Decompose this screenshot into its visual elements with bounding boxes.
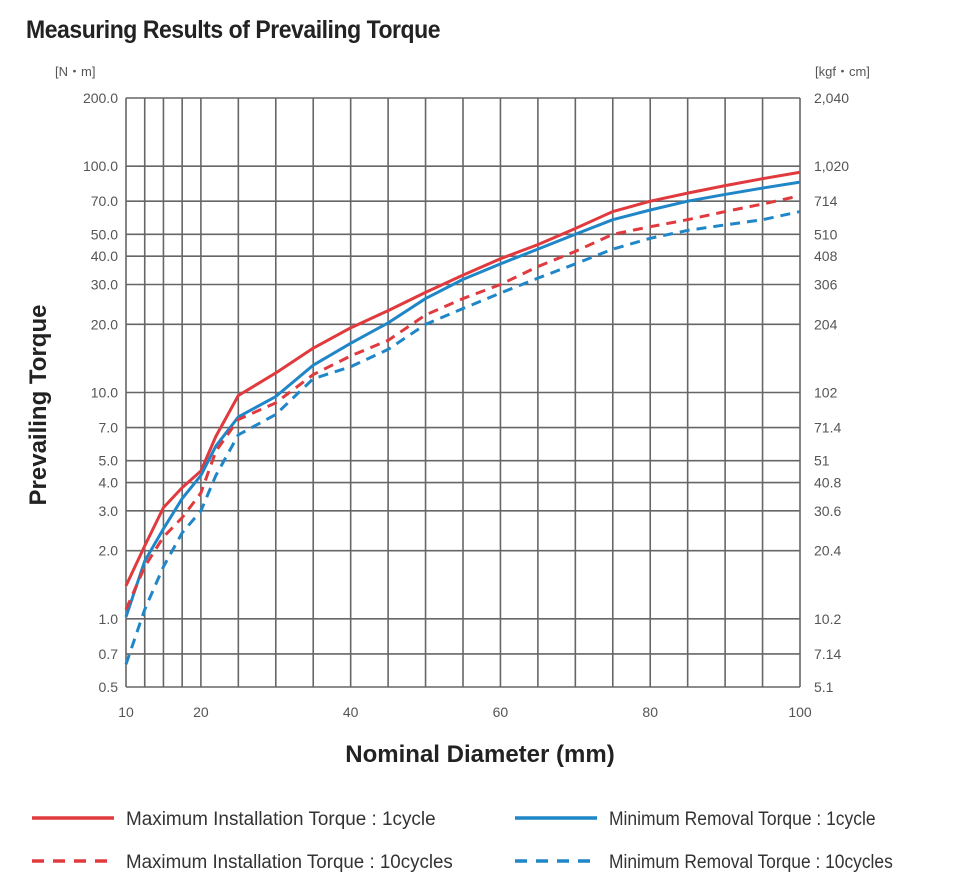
y-tick-label-right: 510 bbox=[814, 226, 838, 242]
y-tick-label-right: 408 bbox=[814, 248, 838, 264]
y-tick-label-right: 1,020 bbox=[814, 158, 849, 174]
y-tick-label-left: 0.5 bbox=[99, 679, 119, 695]
y-tick-label-right: 30.6 bbox=[814, 503, 841, 519]
y-tick-label-left: 7.0 bbox=[99, 420, 119, 436]
y-tick-label-left: 5.0 bbox=[99, 453, 119, 469]
y-tick-label-right: 306 bbox=[814, 276, 838, 292]
y-tick-label-left: 1.0 bbox=[99, 611, 119, 627]
x-tick-label: 60 bbox=[493, 704, 509, 720]
y-tick-label-left: 4.0 bbox=[99, 475, 119, 491]
y-tick-label-left: 40.0 bbox=[91, 248, 118, 264]
y-tick-label-left: 10.0 bbox=[91, 385, 118, 401]
legend-label: Minimum Removal Torque : 10cycles bbox=[609, 852, 893, 873]
y-tick-label-left: 100.0 bbox=[83, 158, 118, 174]
y-tick-label-right: 5.1 bbox=[814, 679, 834, 695]
y-tick-label-left: 70.0 bbox=[91, 193, 118, 209]
left-unit-label: [N・m] bbox=[55, 64, 95, 79]
y-tick-label-left: 0.7 bbox=[99, 646, 119, 662]
y-tick-label-left: 3.0 bbox=[99, 503, 119, 519]
y-tick-label-left: 50.0 bbox=[91, 226, 118, 242]
y-tick-label-left: 200.0 bbox=[83, 90, 118, 106]
y-tick-label-right: 2,040 bbox=[814, 90, 849, 106]
x-tick-label: 40 bbox=[343, 704, 359, 720]
y-tick-label-left: 20.0 bbox=[91, 316, 118, 332]
y-tick-label-right: 102 bbox=[814, 385, 838, 401]
legend-label: Maximum Installation Torque : 10cycles bbox=[126, 852, 453, 873]
right-unit-label: [kgf・cm] bbox=[815, 64, 870, 79]
series-line-2 bbox=[124, 194, 801, 611]
x-axis-label: Nominal Diameter (mm) bbox=[345, 741, 614, 768]
y-tick-label-right: 204 bbox=[814, 316, 838, 332]
y-tick-label-right: 10.2 bbox=[814, 611, 841, 627]
y-axis-label: Prevailing Torque bbox=[25, 305, 52, 506]
series-line-0 bbox=[124, 170, 801, 587]
chart-title: Measuring Results of Prevailing Torque bbox=[26, 16, 441, 44]
y-tick-label-right: 20.4 bbox=[814, 543, 841, 559]
y-tick-label-right: 7.14 bbox=[814, 646, 841, 662]
legend-label: Minimum Removal Torque : 1cycle bbox=[609, 809, 876, 830]
y-tick-label-right: 51 bbox=[814, 453, 830, 469]
y-tick-label-left: 30.0 bbox=[91, 276, 118, 292]
y-tick-label-right: 40.8 bbox=[814, 475, 841, 491]
series-line-3 bbox=[124, 210, 801, 665]
x-tick-label: 100 bbox=[788, 704, 812, 720]
x-tick-label: 80 bbox=[642, 704, 658, 720]
x-tick-label: 20 bbox=[193, 704, 209, 720]
series-line-1 bbox=[124, 180, 801, 618]
legend-label: Maximum Installation Torque : 1cycle bbox=[126, 809, 436, 830]
y-tick-label-right: 714 bbox=[814, 193, 838, 209]
y-tick-label-left: 2.0 bbox=[99, 543, 119, 559]
x-tick-label: 10 bbox=[118, 704, 134, 720]
y-tick-label-right: 71.4 bbox=[814, 420, 841, 436]
